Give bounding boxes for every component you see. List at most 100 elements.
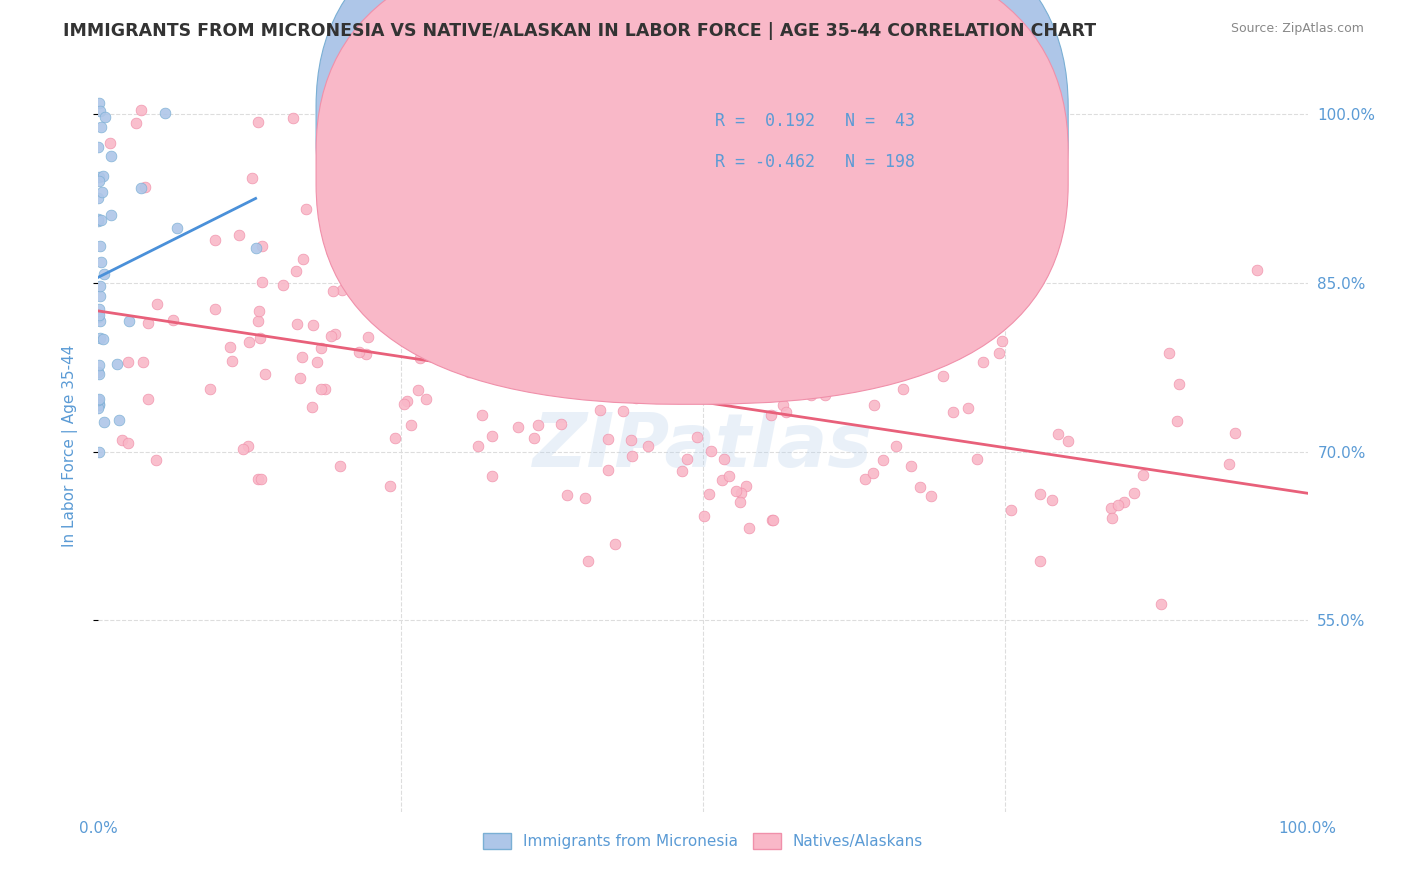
- Point: [762, 513, 785, 527]
- Point: [89, 314, 111, 328]
- Point: [1099, 500, 1122, 515]
- Point: [402, 294, 425, 309]
- Point: [89, 308, 111, 322]
- Point: [384, 431, 406, 445]
- Point: [1056, 434, 1078, 448]
- Point: [471, 408, 494, 422]
- Point: [800, 388, 823, 402]
- Point: [620, 433, 643, 447]
- Point: [319, 328, 342, 343]
- Point: [359, 293, 381, 308]
- Point: [245, 241, 267, 255]
- Point: [887, 301, 910, 316]
- Point: [91, 332, 114, 346]
- Point: [942, 404, 965, 418]
- Point: [1028, 554, 1050, 568]
- Point: [1040, 493, 1063, 508]
- Point: [1122, 486, 1144, 500]
- Point: [991, 334, 1014, 348]
- Point: [87, 191, 110, 205]
- Point: [752, 318, 775, 332]
- Point: [762, 366, 785, 380]
- Point: [761, 513, 783, 527]
- Point: [966, 452, 988, 467]
- Point: [87, 365, 110, 379]
- Point: [378, 198, 401, 212]
- Point: [399, 418, 422, 433]
- Point: [558, 223, 581, 237]
- Point: [612, 404, 634, 418]
- Point: [737, 324, 759, 338]
- Point: [232, 442, 254, 457]
- Point: [1107, 498, 1129, 512]
- Point: [679, 377, 702, 392]
- Point: [772, 397, 794, 411]
- Point: [87, 445, 110, 459]
- Point: [249, 331, 271, 345]
- Point: [610, 230, 633, 244]
- Point: [848, 318, 870, 333]
- Point: [87, 392, 110, 407]
- Point: [87, 398, 110, 412]
- Point: [718, 469, 741, 483]
- Point: [387, 289, 409, 303]
- Point: [920, 489, 942, 503]
- Y-axis label: In Labor Force | Age 35-44: In Labor Force | Age 35-44: [62, 345, 77, 547]
- Point: [713, 452, 735, 467]
- Point: [853, 472, 876, 486]
- Point: [283, 112, 305, 126]
- Point: [1114, 495, 1136, 509]
- Point: [409, 351, 432, 365]
- Point: [624, 391, 647, 405]
- Point: [250, 238, 273, 252]
- Point: [396, 394, 419, 409]
- Point: [467, 439, 489, 453]
- Point: [834, 377, 856, 392]
- Point: [89, 359, 111, 373]
- Point: [89, 397, 111, 411]
- Point: [775, 405, 797, 419]
- Point: [436, 269, 458, 284]
- Point: [153, 106, 176, 120]
- Point: [730, 383, 752, 397]
- Point: [693, 306, 716, 320]
- Point: [347, 344, 370, 359]
- Point: [394, 309, 416, 323]
- Point: [657, 315, 679, 329]
- Point: [492, 243, 515, 257]
- Point: [900, 459, 922, 474]
- Point: [671, 465, 693, 479]
- Point: [93, 267, 115, 281]
- Point: [291, 252, 314, 266]
- FancyBboxPatch shape: [655, 91, 1005, 201]
- Point: [675, 365, 697, 379]
- Point: [713, 380, 735, 394]
- Point: [301, 400, 323, 414]
- Point: [89, 279, 111, 293]
- Point: [740, 387, 762, 401]
- Point: [288, 371, 311, 385]
- Text: R = -0.462   N = 198: R = -0.462 N = 198: [716, 153, 915, 171]
- Point: [589, 403, 612, 417]
- Point: [891, 382, 914, 396]
- Point: [1223, 425, 1246, 440]
- Point: [221, 354, 243, 368]
- Point: [271, 278, 294, 293]
- Point: [98, 136, 121, 150]
- Point: [1246, 262, 1268, 277]
- Point: [1047, 427, 1070, 442]
- Point: [592, 361, 614, 376]
- Point: [89, 104, 111, 119]
- Point: [523, 431, 546, 445]
- Point: [427, 348, 450, 362]
- Point: [700, 444, 723, 458]
- Point: [330, 283, 353, 297]
- Point: [253, 367, 276, 381]
- Point: [87, 174, 110, 188]
- Point: [501, 280, 523, 294]
- Point: [247, 314, 270, 328]
- Point: [87, 310, 110, 325]
- Point: [131, 355, 153, 369]
- Point: [738, 521, 761, 535]
- Point: [117, 355, 139, 369]
